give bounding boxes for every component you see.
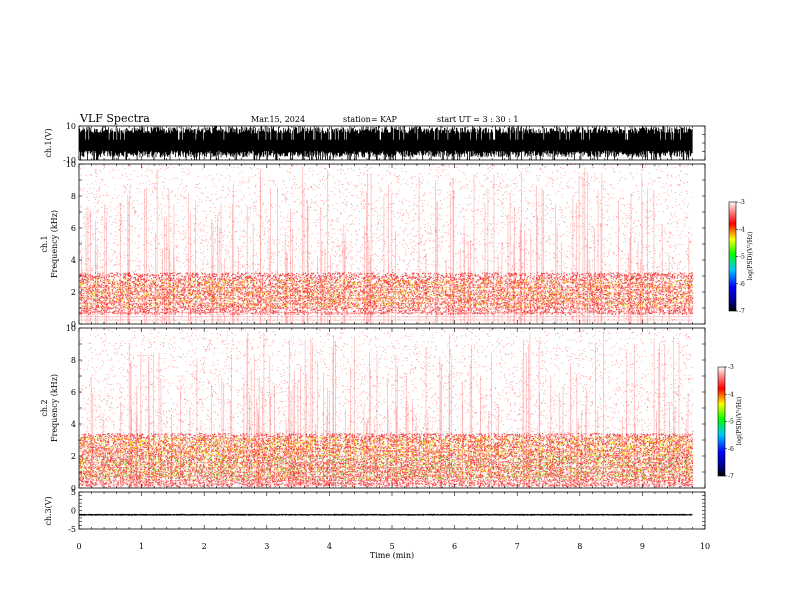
ch1-colorbar-gradient [728,201,737,312]
ch1-spectrogram-panel: 0 2 4 6 8 10 ch.1 Frequency (kHz) [40,160,706,329]
x-tick-label: 10 [700,542,710,551]
header-start-time: start UT = 3 : 30 : 1 [437,115,518,124]
colorbar-tick-label: -7 [728,473,734,480]
y-tick-label: -10 [63,156,76,165]
colorbar-tick-label: -5 [728,419,734,426]
x-tick-label: 5 [389,542,394,551]
colorbar-tick-label: -5 [739,254,745,261]
ch1-colorbar-label: log(PSD)(V²/Hz) [747,232,754,281]
ch2-spectrogram-panel: 0 2 4 6 8 10 ch.2 Frequency (kHz) [40,324,706,493]
x-tick-label: 9 [640,542,645,551]
y-tick-label: 8 [71,356,76,365]
x-tick-label: 4 [327,542,332,551]
colorbar-tick-label: -4 [728,391,734,398]
x-tick-label: 7 [515,542,520,551]
ch2-spectrogram-ylabel-frequency: Frequency (kHz) [50,374,59,442]
y-tick-label: 0 [71,507,76,516]
y-tick-label: 8 [71,192,76,201]
ch2-colorbar-gradient [717,366,726,477]
x-tick-label: 0 [76,542,81,551]
y-tick-label: 6 [71,224,76,233]
ch3-waveform-trace [79,513,693,516]
x-tick-label: 3 [264,542,269,551]
ch1-spectrogram-ylabel-channel: ch.1 [40,235,49,252]
ch1-spectrogram-ylabel-frequency: Frequency (kHz) [50,210,59,278]
x-tick-label: 2 [202,542,207,551]
y-tick-label: 6 [71,388,76,397]
y-tick-label: 10 [66,324,76,333]
waveform-path [79,513,693,516]
y-tick-label: 2 [71,452,76,461]
colorbar-tick-label: -6 [739,281,745,288]
waveform-path [79,126,693,160]
colorbar-tick-label: -3 [728,364,734,371]
header-date: Mar.15, 2024 [251,115,305,124]
colorbar-tick-label: -3 [739,199,745,206]
ch3-waveform-frame [78,491,706,530]
figure-title: VLF Spectra [79,112,150,125]
y-tick-label: 5 [71,488,76,497]
y-tick-label: 2 [71,288,76,297]
header-station: station= KAP [343,115,398,124]
ch2-colorbar: log(PSD)(V²/Hz) -3 -4 -5 -6 -7 [717,364,743,480]
x-tick-label: 8 [577,542,582,551]
ch1-waveform-trace [79,126,693,160]
ch1-waveform-ylabel: ch.1(V) [44,128,53,157]
spectrogram-narrowband-lines [79,450,693,485]
ch2-colorbar-label: log(PSD)(V²/Hz) [736,397,743,446]
ch2-spectrogram-ylabel-channel: ch.2 [40,399,49,416]
y-tick-label: 10 [66,122,76,131]
time-axis-label: Time (min) [370,551,414,560]
y-tick-label: -5 [68,525,76,534]
y-tick-label: 0 [71,320,76,329]
colorbar-tick-label: -6 [728,446,734,453]
ch1-colorbar: log(PSD)(V²/Hz) -3 -4 -5 -6 -7 [728,199,754,315]
x-tick-label: 6 [452,542,457,551]
ch3-waveform-ylabel: ch.3(V) [44,496,53,525]
y-tick-label: 4 [71,420,76,429]
y-tick-label: 0 [71,484,76,493]
y-tick-label: 10 [66,160,76,169]
ch1-waveform-panel: 10 -10 ch.1(V) [44,122,706,165]
colorbar-tick-label: -7 [739,308,745,315]
ch1-spectrogram-image [79,164,694,324]
y-tick-label: 4 [71,256,76,265]
spectrogram-impulse-streaks [81,165,690,324]
spectrogram-narrowband-lines [79,286,693,321]
ch2-spectrogram-image [79,328,694,488]
colorbar-tick-label: -4 [739,226,745,233]
x-tick-label: 1 [139,542,144,551]
